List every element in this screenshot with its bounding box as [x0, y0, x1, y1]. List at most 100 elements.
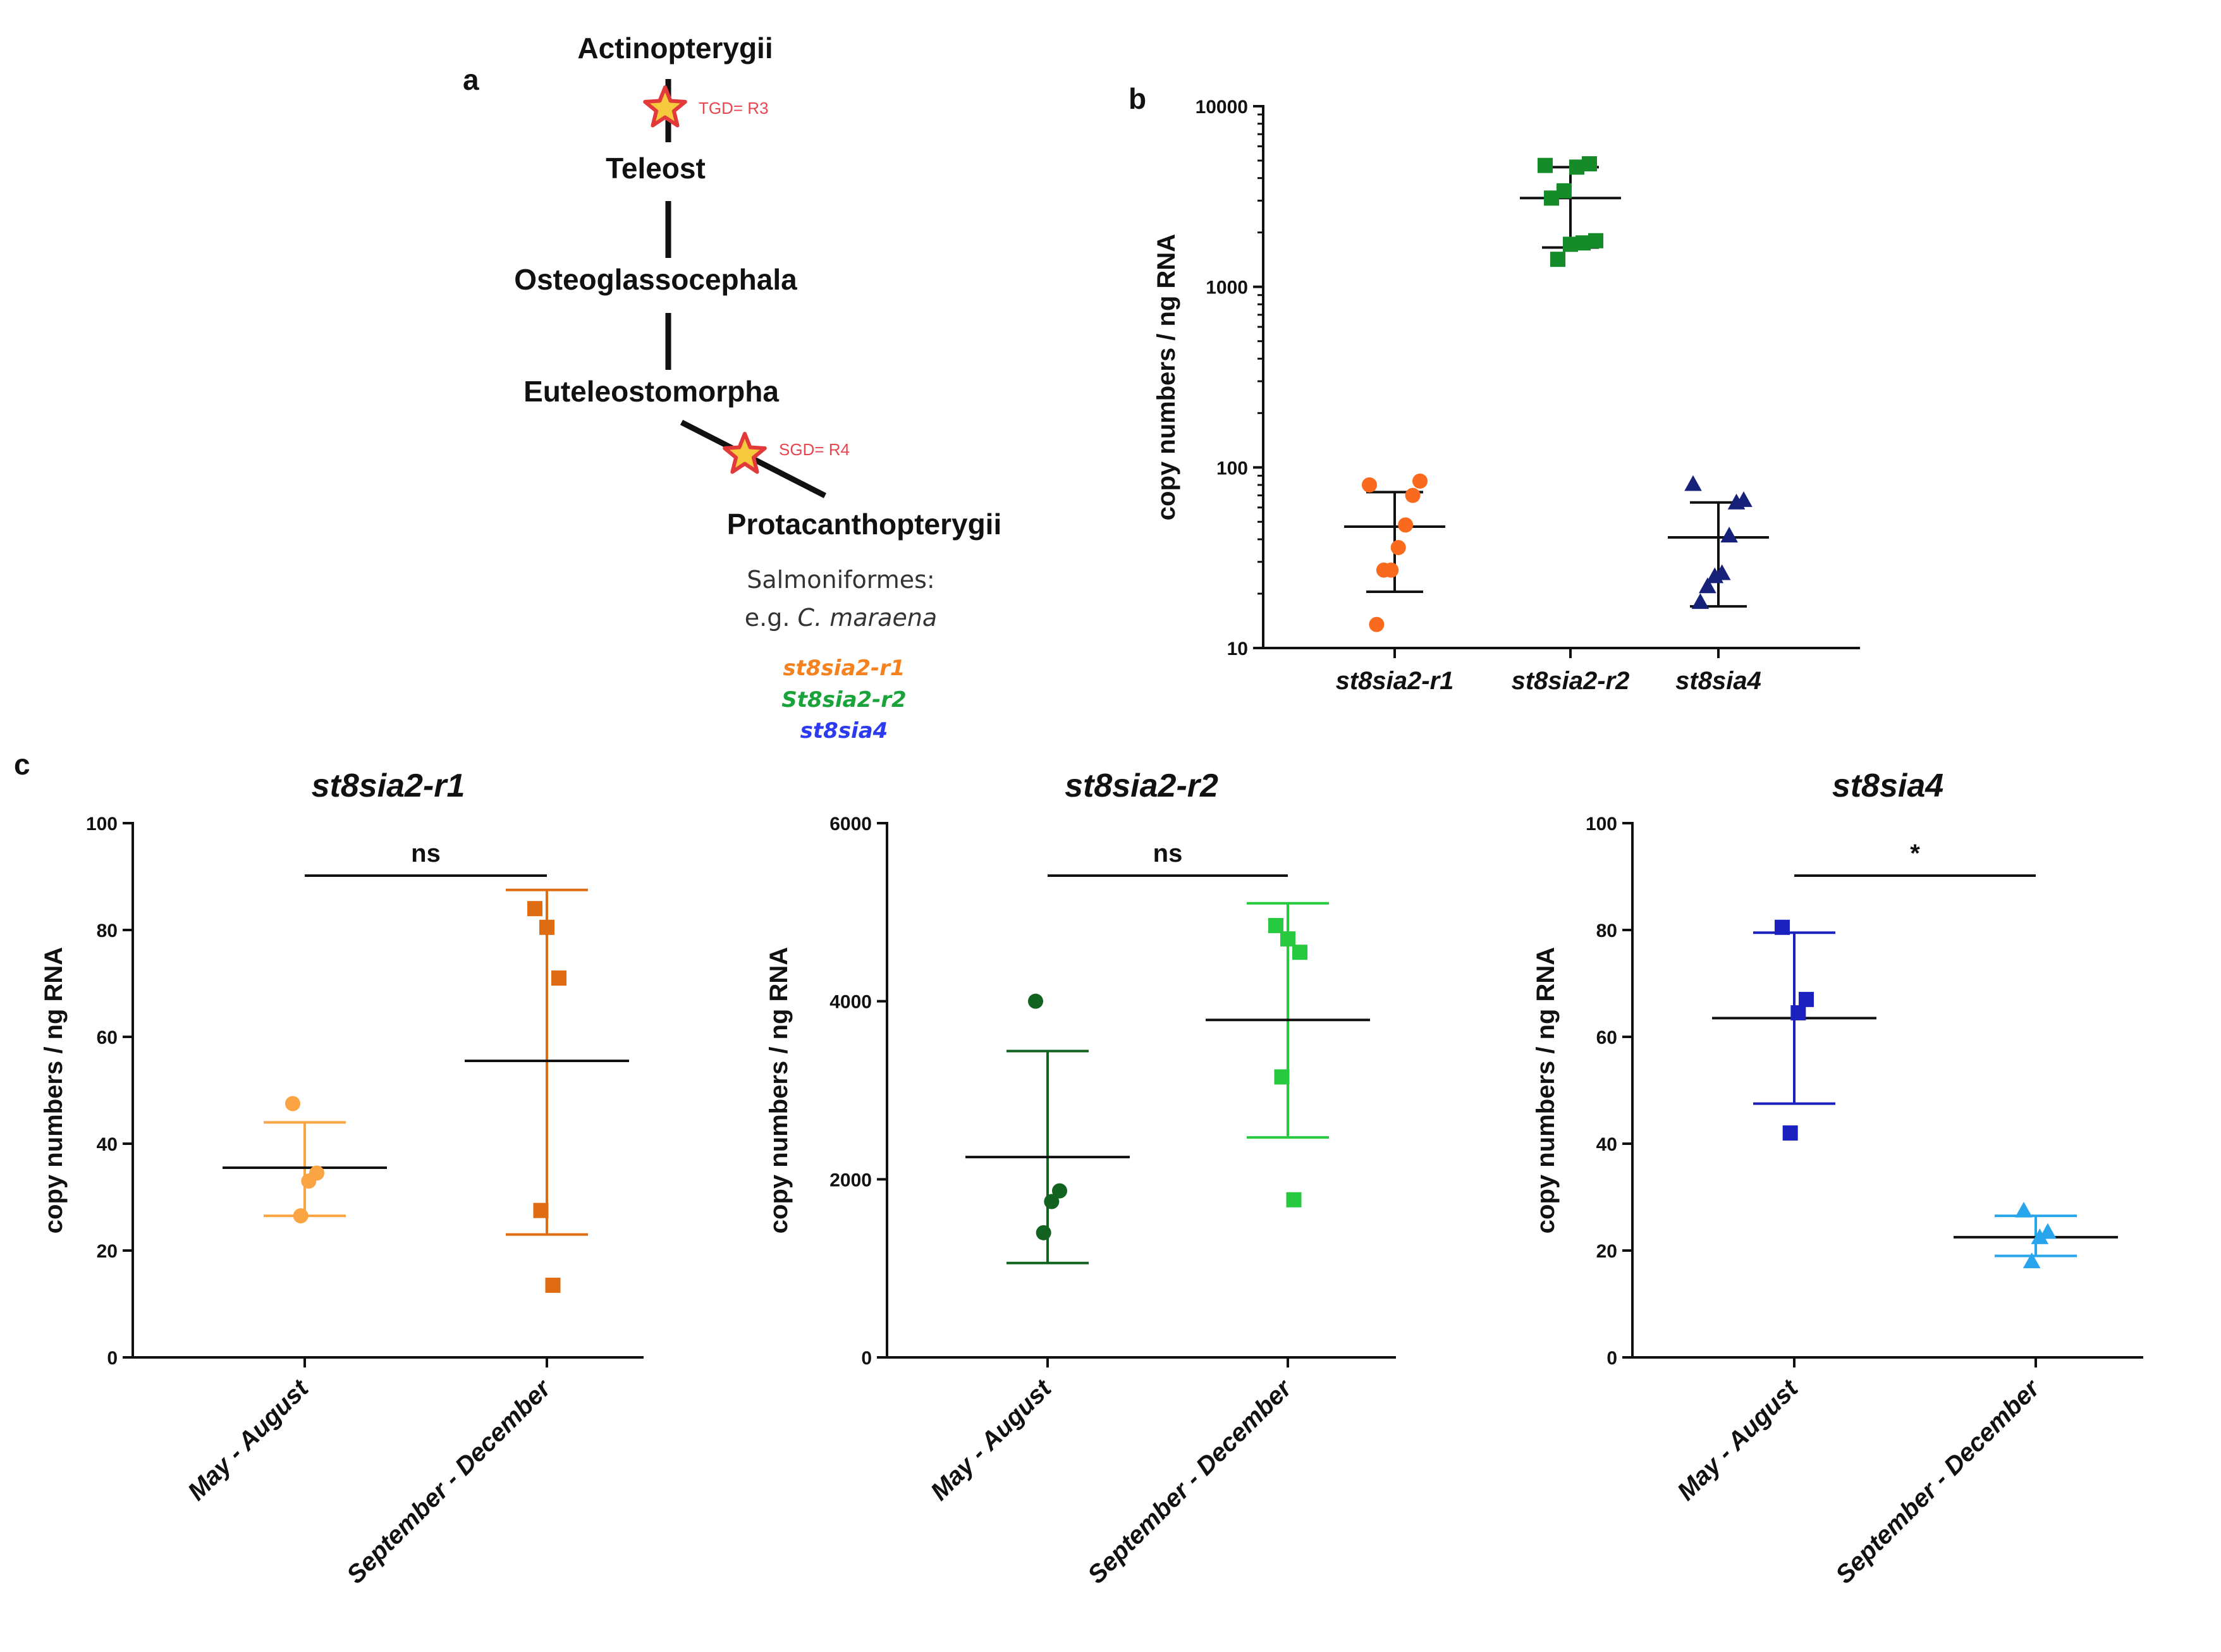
- y-tick-label: 10: [1227, 639, 1248, 659]
- data-point: [1376, 562, 1392, 578]
- y-tick-label: 100: [86, 814, 118, 835]
- x-tick-label: September - December: [1830, 1374, 2046, 1589]
- series-september-december: [1954, 1201, 2118, 1268]
- data-point: [1691, 593, 1710, 609]
- y-tick-label: 40: [97, 1134, 118, 1155]
- y-tick-label: 20: [1596, 1241, 1617, 1262]
- star-icon: [643, 85, 687, 128]
- tgd-label: TGD= R3: [699, 99, 769, 118]
- data-point: [1292, 945, 1307, 960]
- y-tick-label: 1000: [1206, 278, 1248, 298]
- y-tick-label: 60: [97, 1027, 118, 1048]
- chart-c2: 0 2000 4000 6000 copy numbers / ng RNA st8sia…: [765, 768, 1396, 1589]
- tree-node-osteoglassocephala: Osteoglassocephala: [514, 263, 797, 296]
- salmoniformes-label: Salmoniformes:: [747, 566, 934, 594]
- data-point: [1706, 567, 1724, 584]
- data-point: [1775, 919, 1790, 935]
- x-tick-label: st8sia2-r2: [1512, 667, 1630, 695]
- data-point: [1398, 517, 1414, 533]
- significance-label: ns: [1153, 840, 1183, 867]
- data-point: [2031, 1228, 2049, 1244]
- y-tick-label: 0: [861, 1348, 872, 1369]
- chart-b: 10 100 1000 10000 copy numbers / ng RNA st8si…: [1153, 97, 1860, 695]
- data-point: [539, 919, 554, 935]
- series-st8sia4: [1668, 475, 1769, 609]
- data-point: [1044, 1194, 1060, 1209]
- gene-label-st8sia2-r1: st8sia2-r1: [783, 656, 905, 681]
- data-point: [1362, 477, 1377, 493]
- data-point: [1790, 1005, 1806, 1020]
- panel-letter-b: b: [1129, 82, 1146, 115]
- data-point: [1405, 487, 1421, 503]
- tree-node-actinopterygii: Actinopterygii: [577, 32, 773, 64]
- x-tick-label: st8sia4: [1675, 667, 1761, 695]
- series-st8sia2-r1: [1344, 473, 1445, 632]
- data-point: [545, 1277, 561, 1293]
- series-may-august: [965, 993, 1130, 1264]
- y-axis-label: copy numbers / ng RNA: [1532, 947, 1560, 1233]
- series-september-december: [1206, 902, 1370, 1208]
- data-point: [285, 1096, 300, 1111]
- x-tick-label: September - December: [1082, 1374, 1298, 1589]
- data-point: [1280, 931, 1295, 947]
- panel-a: a Actinopterygii Teleost Osteoglassoceph…: [463, 32, 1001, 743]
- y-axis-label: copy numbers / ng RNA: [765, 947, 793, 1233]
- data-point: [1268, 917, 1283, 933]
- data-point: [1286, 1192, 1302, 1208]
- y-tick-label: 4000: [829, 992, 872, 1013]
- y-tick-label: 40: [1596, 1134, 1617, 1155]
- series-may-august: [1712, 919, 1876, 1141]
- data-point: [1684, 475, 1702, 491]
- chart-title: st8sia2-r1: [312, 768, 465, 804]
- data-point: [1799, 991, 1814, 1007]
- data-point: [2039, 1223, 2057, 1239]
- data-point: [1544, 190, 1559, 206]
- panel-c: c 0 20 40 60 80 100 copy numbers / ng RNA st8si…: [14, 748, 2143, 1589]
- x-tick-label: May - August: [1672, 1374, 1804, 1506]
- chart-title: st8sia2-r2: [1065, 768, 1218, 804]
- y-axis-label: copy numbers / ng RNA: [40, 947, 68, 1233]
- x-tick-label: st8sia2-r1: [1336, 667, 1454, 695]
- panel-letter-a: a: [463, 63, 479, 96]
- series-st8sia2-r2: [1520, 156, 1621, 267]
- data-point: [1563, 236, 1578, 252]
- data-point: [301, 1173, 317, 1189]
- data-point: [1052, 1183, 1067, 1199]
- panel-letter-c: c: [14, 748, 30, 781]
- tree-node-teleost: Teleost: [606, 152, 706, 185]
- y-tick-label: 80: [97, 921, 118, 941]
- data-point: [2015, 1201, 2033, 1218]
- data-point: [1274, 1069, 1290, 1085]
- data-point: [1727, 493, 1746, 510]
- data-point: [1550, 252, 1565, 267]
- star-icon: [723, 432, 767, 474]
- chart-c1: 0 20 40 60 80 100 copy numbers / ng RNA st8sia2…: [40, 768, 644, 1589]
- data-point: [1036, 1225, 1051, 1240]
- tree-node-protacanthopterygii: Protacanthopterygii: [727, 508, 1002, 541]
- y-tick-label: 0: [1606, 1348, 1617, 1369]
- data-point: [1720, 527, 1738, 542]
- y-tick-label: 6000: [829, 814, 872, 835]
- x-tick-label: May - August: [926, 1374, 1058, 1506]
- sgd-label: SGD= R4: [779, 440, 850, 459]
- data-point: [1412, 473, 1428, 489]
- y-axis-label: copy numbers / ng RNA: [1153, 234, 1180, 520]
- series-september-december: [465, 888, 629, 1293]
- data-point: [1390, 540, 1406, 556]
- gene-label-st8sia4: st8sia4: [800, 718, 888, 743]
- y-tick-label: 2000: [829, 1170, 872, 1190]
- chart-c3: 0 20 40 60 80 100 copy numbers / ng RNA st8sia4…: [1532, 768, 2143, 1589]
- y-tick-label: 20: [97, 1241, 118, 1262]
- tree-node-euteleostomorpha: Euteleostomorpha: [523, 375, 779, 408]
- y-tick-label: 80: [1596, 921, 1617, 941]
- data-point: [293, 1208, 309, 1224]
- data-point: [1699, 577, 1716, 594]
- data-point: [527, 901, 542, 917]
- chart-title: st8sia4: [1832, 768, 1943, 804]
- y-tick-label: 100: [1586, 814, 1617, 835]
- significance-label: *: [1910, 840, 1920, 867]
- x-tick-label: May - August: [183, 1374, 315, 1506]
- data-point: [1369, 616, 1385, 632]
- data-point: [1569, 159, 1584, 175]
